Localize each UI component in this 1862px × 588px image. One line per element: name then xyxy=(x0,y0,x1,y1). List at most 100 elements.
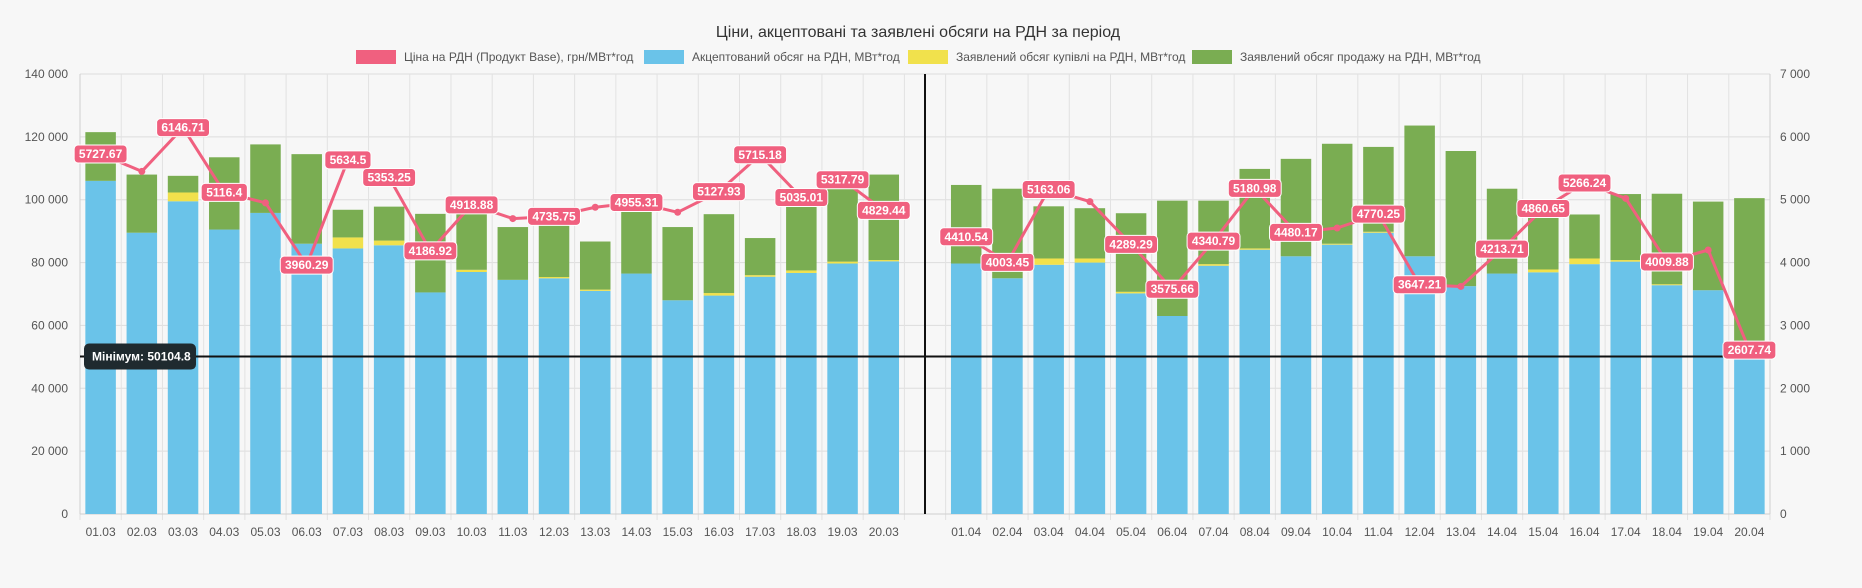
price-data-label: 5116.4 xyxy=(200,182,248,202)
grid xyxy=(79,73,1771,520)
bar-segment xyxy=(1569,258,1600,265)
bar-segment xyxy=(579,241,611,290)
x-tick-label: 01.03 xyxy=(86,525,116,539)
bar-segment xyxy=(1651,284,1683,286)
bar-segment xyxy=(291,243,322,514)
price-point xyxy=(1086,198,1094,206)
bar-segment xyxy=(1528,269,1559,273)
x-tick-label: 08.04 xyxy=(1240,525,1270,539)
price-data-label-box xyxy=(1269,222,1323,242)
bar-segment xyxy=(1445,151,1477,287)
price-data-label-box xyxy=(156,118,210,138)
price-data-label-text: 4410.54 xyxy=(945,230,989,244)
bar-segment xyxy=(1115,293,1147,514)
price-data-label: 4186.92 xyxy=(403,241,458,261)
bar-segment xyxy=(950,263,982,514)
x-tick-label: 18.04 xyxy=(1652,525,1682,539)
price-data-label: 5266.24 xyxy=(1557,173,1612,193)
price-data-label: 5634.5 xyxy=(324,150,372,170)
price-data-label-box xyxy=(1021,179,1076,199)
price-point xyxy=(261,199,269,207)
bar-segment xyxy=(621,273,652,514)
price-data-label: 5317.79 xyxy=(815,170,870,190)
x-tick-label: 02.03 xyxy=(127,525,157,539)
price-data-label: 4829.44 xyxy=(856,200,911,220)
price-data-label-box xyxy=(444,195,499,215)
bar-segment xyxy=(250,212,281,514)
x-tick-label: 12.04 xyxy=(1405,525,1435,539)
bar-segment xyxy=(1239,248,1271,250)
bar-segment xyxy=(415,292,446,514)
y-right-tick-label: 2 000 xyxy=(1780,381,1810,395)
bar-segment xyxy=(786,270,817,273)
bar-segment xyxy=(456,269,487,272)
y-left-tick-label: 120 000 xyxy=(25,130,69,144)
price-data-label-text: 4918.88 xyxy=(450,198,494,212)
legend-label: Заявлений обсяг продажу на РДН, МВт*год xyxy=(1240,50,1481,64)
bar-segment xyxy=(662,227,693,301)
y-left-tick-label: 40 000 xyxy=(31,381,68,395)
legend-item: Акцептований обсяг на РДН, МВт*год xyxy=(644,50,900,64)
legend-label: Заявлений обсяг купівлі на РДН, МВт*год xyxy=(956,50,1185,64)
x-tick-label: 11.03 xyxy=(498,525,527,539)
bar-segment xyxy=(1569,214,1600,259)
price-data-label-text: 4003.45 xyxy=(986,255,1030,269)
price-data-label-text: 5715.18 xyxy=(738,148,782,162)
price-data-label-box xyxy=(403,241,458,261)
bar-segment xyxy=(456,272,487,514)
x-tick-label: 05.04 xyxy=(1116,525,1146,539)
price-data-label-text: 5127.93 xyxy=(697,185,741,199)
x-tick-label: 08.03 xyxy=(374,525,404,539)
price-data-label-box xyxy=(1227,178,1282,198)
price-data-label-text: 5116.4 xyxy=(206,185,242,199)
bar-segment xyxy=(868,260,900,262)
price-data-label-text: 5163.06 xyxy=(1027,182,1071,196)
bar-segment xyxy=(1363,232,1394,514)
x-tick-label: 13.03 xyxy=(580,525,610,539)
bar-segment xyxy=(1486,188,1518,274)
price-data-label-box xyxy=(1392,275,1447,295)
bar-segment xyxy=(1610,194,1641,261)
bar-segment xyxy=(1033,258,1064,265)
x-tick-label: 06.04 xyxy=(1157,525,1187,539)
y-right-tick-label: 3 000 xyxy=(1780,318,1810,332)
price-data-label-box xyxy=(980,252,1035,272)
bar-segment xyxy=(1321,243,1353,245)
bar-segment xyxy=(1074,258,1106,263)
price-data-label-box xyxy=(733,145,788,165)
bar-segment xyxy=(1321,244,1353,514)
bar-segment xyxy=(1734,198,1765,357)
bar-segment xyxy=(538,278,570,514)
price-data-label-box xyxy=(939,227,994,247)
price-point xyxy=(1622,194,1630,202)
bar-segment xyxy=(786,272,817,514)
price-data-label-text: 4770.25 xyxy=(1357,207,1401,221)
price-point xyxy=(1457,282,1465,290)
bar-segment xyxy=(1734,356,1765,514)
price-point xyxy=(1704,246,1712,254)
price-data-label-box xyxy=(527,206,581,226)
bar-segment xyxy=(332,248,364,514)
legend-swatch xyxy=(908,50,948,64)
x-tick-label: 11.04 xyxy=(1364,525,1393,539)
price-data-label: 6146.71 xyxy=(156,118,210,138)
price-data-label-box xyxy=(1351,204,1406,224)
bar-segment xyxy=(703,295,735,514)
price-point xyxy=(674,208,682,216)
x-tick-label: 06.03 xyxy=(292,525,322,539)
x-tick-label: 02.04 xyxy=(992,525,1022,539)
price-data-label: 4735.75 xyxy=(527,206,581,226)
bar-segment xyxy=(538,277,570,279)
bar-segment xyxy=(332,237,364,249)
price-data-label-box xyxy=(774,188,829,208)
x-tick-label: 10.04 xyxy=(1322,525,1352,539)
bar-segment xyxy=(703,214,735,294)
bar-segment xyxy=(1445,286,1477,514)
price-data-label-text: 4009.88 xyxy=(1645,255,1689,269)
price-data-label: 5715.18 xyxy=(733,145,788,165)
price-data-label: 5727.67 xyxy=(73,144,128,164)
x-tick-label: 04.04 xyxy=(1075,525,1105,539)
x-tick-label: 18.03 xyxy=(786,525,816,539)
bar-segment xyxy=(1569,264,1600,514)
legend-item: Заявлений обсяг купівлі на РДН, МВт*год xyxy=(908,50,1185,64)
